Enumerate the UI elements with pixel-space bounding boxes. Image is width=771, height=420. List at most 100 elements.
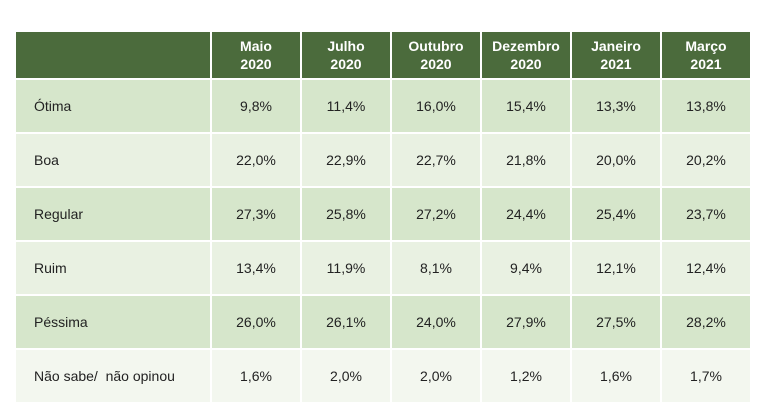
cell-text: 12,4% xyxy=(686,260,726,276)
cell-text: 11,4% xyxy=(326,98,366,114)
value-cell: 15,4% xyxy=(482,80,570,132)
cell-text: 1,2% xyxy=(510,368,542,384)
value-cell: 27,9% xyxy=(482,296,570,348)
value-cell: 2,0% xyxy=(302,350,390,402)
cell-text: 24,4% xyxy=(506,206,546,222)
value-cell: 13,8% xyxy=(662,80,750,132)
cell-text: 20,2% xyxy=(686,152,726,168)
cell-text: Boa xyxy=(34,152,59,168)
cell-text: 1,6% xyxy=(240,368,272,384)
header-cell xyxy=(16,32,210,78)
cell-text: Dezembro xyxy=(492,38,560,54)
value-cell: 16,0% xyxy=(392,80,480,132)
value-cell: 21,8% xyxy=(482,134,570,186)
cell-text: Ruim xyxy=(34,260,67,276)
value-cell: 20,0% xyxy=(572,134,660,186)
cell-text: 21,8% xyxy=(506,152,546,168)
cell-text: 2020 xyxy=(510,56,542,72)
value-cell: 24,0% xyxy=(392,296,480,348)
value-cell: 27,2% xyxy=(392,188,480,240)
cell-text: 25,8% xyxy=(326,206,366,222)
header-cell: Maio 2020 xyxy=(212,32,300,78)
cell-text: 16,0% xyxy=(416,98,456,114)
value-cell: 22,0% xyxy=(212,134,300,186)
header-cell: Julho 2020 xyxy=(302,32,390,78)
cell-text: 27,2% xyxy=(416,206,456,222)
row-label: Regular xyxy=(16,188,210,240)
cell-text: 24,0% xyxy=(416,314,456,330)
cell-text: 2020 xyxy=(330,56,362,72)
value-cell: 13,3% xyxy=(572,80,660,132)
cell-text: Janeiro xyxy=(591,38,641,54)
cell-text: 2021 xyxy=(690,56,722,72)
value-cell: 20,2% xyxy=(662,134,750,186)
cell-text: 15,4% xyxy=(506,98,546,114)
value-cell: 25,8% xyxy=(302,188,390,240)
header-cell: Outubro 2020 xyxy=(392,32,480,78)
row-label: Ruim xyxy=(16,242,210,294)
row-label: Ótima xyxy=(16,80,210,132)
cell-text: Julho xyxy=(327,38,365,54)
cell-text: 11,9% xyxy=(326,260,366,276)
cell-text: 2021 xyxy=(600,56,632,72)
cell-text: 22,7% xyxy=(416,152,456,168)
value-cell: 26,1% xyxy=(302,296,390,348)
value-cell: 22,9% xyxy=(302,134,390,186)
cell-text: 27,9% xyxy=(506,314,546,330)
cell-text: Outubro xyxy=(408,38,464,54)
cell-text: 13,8% xyxy=(686,98,726,114)
cell-text: 26,0% xyxy=(236,314,276,330)
cell-text: 23,7% xyxy=(686,206,726,222)
cell-text: Péssima xyxy=(34,314,88,330)
value-cell: 8,1% xyxy=(392,242,480,294)
cell-text: Não sabe/ não opinou xyxy=(34,368,175,384)
cell-text: 20,0% xyxy=(596,152,636,168)
value-cell: 1,6% xyxy=(212,350,300,402)
cell-text: 27,5% xyxy=(596,314,636,330)
cell-text: 1,6% xyxy=(600,368,632,384)
cell-text: 8,1% xyxy=(420,260,452,276)
cell-text: 22,9% xyxy=(326,152,366,168)
row-label: Não sabe/ não opinou xyxy=(16,350,210,402)
value-cell: 25,4% xyxy=(572,188,660,240)
value-cell: 1,6% xyxy=(572,350,660,402)
value-cell: 13,4% xyxy=(212,242,300,294)
value-cell: 12,4% xyxy=(662,242,750,294)
cell-text: 25,4% xyxy=(596,206,636,222)
row-label: Péssima xyxy=(16,296,210,348)
value-cell: 22,7% xyxy=(392,134,480,186)
value-cell: 26,0% xyxy=(212,296,300,348)
cell-text: 13,3% xyxy=(596,98,636,114)
cell-text: 2020 xyxy=(240,56,272,72)
row-label: Boa xyxy=(16,134,210,186)
cell-text: 22,0% xyxy=(236,152,276,168)
value-cell: 9,8% xyxy=(212,80,300,132)
value-cell: 28,2% xyxy=(662,296,750,348)
value-cell: 24,4% xyxy=(482,188,570,240)
cell-text: 12,1% xyxy=(596,260,636,276)
header-cell: Março 2021 xyxy=(662,32,750,78)
cell-text: Regular xyxy=(34,206,84,222)
cell-text: Maio xyxy=(240,38,272,54)
cell-text: 2,0% xyxy=(330,368,362,384)
cell-text: 9,4% xyxy=(510,260,542,276)
value-cell: 12,1% xyxy=(572,242,660,294)
cell-text: 9,8% xyxy=(240,98,272,114)
value-cell: 23,7% xyxy=(662,188,750,240)
cell-text: Março xyxy=(685,38,727,54)
value-cell: 11,9% xyxy=(302,242,390,294)
header-cell: Dezembro 2020 xyxy=(482,32,570,78)
header-cell: Janeiro 2021 xyxy=(572,32,660,78)
value-cell: 1,2% xyxy=(482,350,570,402)
cell-text: 1,7% xyxy=(690,368,722,384)
value-cell: 11,4% xyxy=(302,80,390,132)
cell-text: 28,2% xyxy=(686,314,726,330)
cell-text: 26,1% xyxy=(326,314,366,330)
cell-text: 2,0% xyxy=(420,368,452,384)
value-cell: 9,4% xyxy=(482,242,570,294)
value-cell: 27,5% xyxy=(572,296,660,348)
value-cell: 1,7% xyxy=(662,350,750,402)
value-cell: 2,0% xyxy=(392,350,480,402)
cell-text: Ótima xyxy=(34,98,72,114)
